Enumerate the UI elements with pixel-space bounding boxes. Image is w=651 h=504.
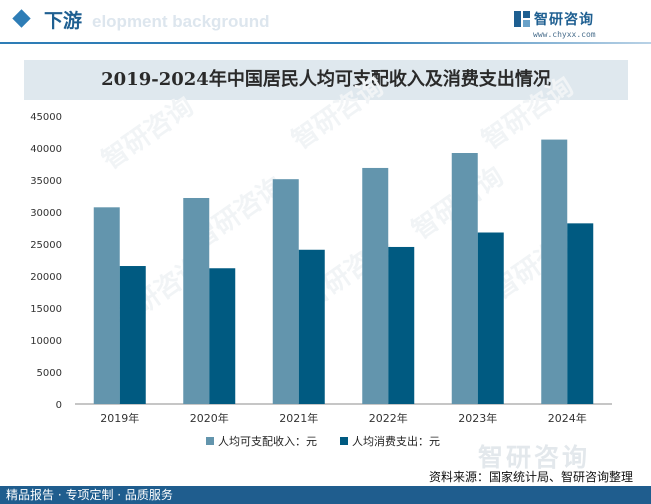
chart-title-band: 2019-2024年中国居民人均可支配收入及消费支出情况 [24, 60, 628, 100]
chart-title: 2019-2024年中国居民人均可支配收入及消费支出情况 [101, 69, 551, 90]
x-tick-label: 2020年 [190, 411, 229, 425]
bar-consumption [567, 223, 594, 404]
watermark-text: 智研咨询 [96, 91, 199, 176]
x-tick-label: 2022年 [369, 411, 408, 425]
bar-income [93, 207, 120, 404]
bar-income [362, 167, 389, 404]
watermark-text: 智研咨询 [286, 71, 389, 156]
bars-layer [93, 139, 594, 404]
x-tick-label: 2023年 [458, 411, 497, 425]
bar-consumption [209, 268, 236, 404]
bar-consumption [298, 249, 325, 404]
footer-services: 精品报告 · 专项定制 · 品质服务 [6, 486, 179, 504]
y-tick-label: 30000 [30, 208, 62, 219]
y-tick-label: 25000 [30, 240, 62, 251]
y-tick-label: 5000 [37, 368, 62, 379]
y-tick-label: 20000 [30, 272, 62, 283]
brand-url: www.chyxx.com [533, 30, 596, 39]
legend-swatch [340, 437, 348, 445]
header-divider [0, 42, 651, 44]
y-tick-label: 40000 [30, 144, 62, 155]
bar-income [541, 139, 568, 404]
legend-label: 人均可支配收入：元 [218, 434, 317, 448]
bar-income [272, 179, 299, 404]
y-tick-label: 10000 [30, 336, 62, 347]
y-tick-label: 15000 [30, 304, 62, 315]
bar-consumption [477, 232, 504, 404]
brand-block: 智研咨询 www.chyxx.com [513, 8, 633, 42]
y-tick-label: 45000 [30, 112, 62, 123]
axis-layer: 0 5000 10000 15000 20000 25000 30000 35000 40000… [30, 112, 612, 425]
bar-consumption [388, 246, 415, 404]
y-tick-label: 35000 [30, 176, 62, 187]
y-tick-label: 0 [56, 400, 62, 411]
bar-income [451, 153, 478, 404]
legend: 人均可支配收入：元 人均消费支出：元 [206, 434, 440, 448]
header-banner: elopment background 下游 智研咨询 www.chyxx.co… [0, 0, 651, 44]
brand-name: 智研咨询 [534, 12, 594, 28]
bar-consumption [119, 266, 146, 404]
bar-income [183, 197, 210, 404]
section-title: 下游 [44, 10, 83, 32]
x-tick-label: 2024年 [548, 411, 587, 425]
x-tick-label: 2019年 [100, 411, 139, 425]
background-watermark-text: elopment background [92, 12, 270, 31]
x-tick-label: 2021年 [279, 411, 318, 425]
legend-label: 人均消费支出：元 [352, 434, 440, 448]
brand-logo-icon [514, 11, 530, 27]
footer-watermark: 智研咨询 [478, 443, 591, 472]
legend-swatch [206, 437, 214, 445]
source-note: 资料来源：国家统计局、智研咨询整理 [428, 470, 633, 484]
watermark-layer: 智研咨询智研咨询智研咨询智研咨询智研咨询智研咨询智研咨询智研咨询 [96, 71, 589, 336]
